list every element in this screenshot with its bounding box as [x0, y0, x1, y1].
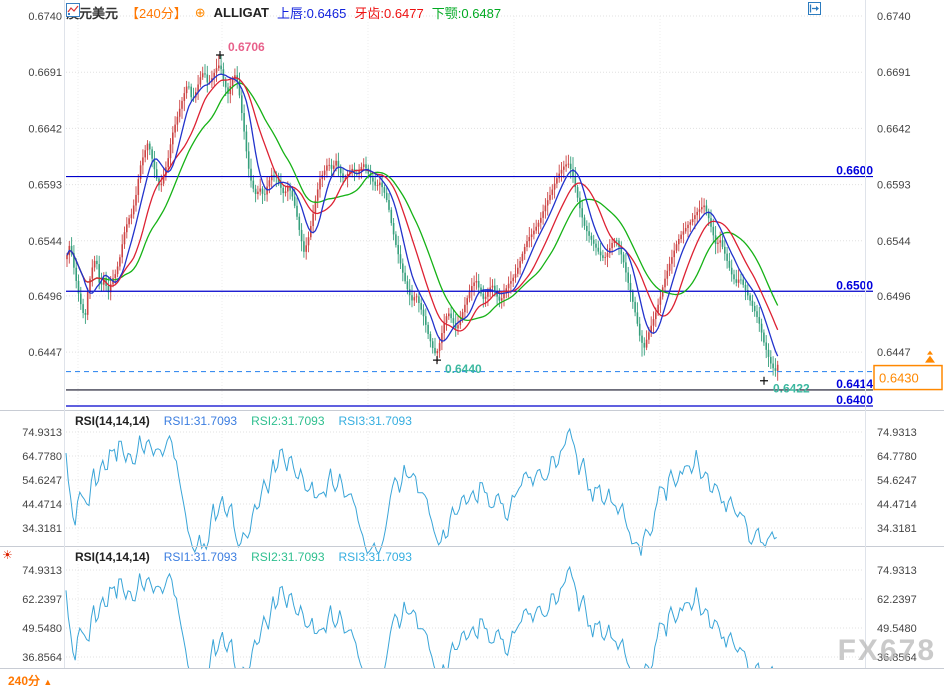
svg-text:44.4714: 44.4714 [877, 499, 917, 511]
rsi2-pane-value2: RSI2:31.7093 [251, 550, 325, 564]
price-lines: 0.6600 0.6500 0.6414 0.6400 [66, 164, 873, 407]
alligator-lips-value: 上唇:0.6465 [276, 6, 347, 21]
svg-text:0.6600: 0.6600 [836, 164, 873, 178]
svg-text:0.6414: 0.6414 [836, 377, 873, 391]
alligator-lines [66, 73, 779, 357]
rsi2-pane-value3: RSI3:31.7093 [338, 550, 412, 564]
svg-text:74.9313: 74.9313 [877, 565, 917, 577]
rsi2-title: RSI(14,14,14) [75, 550, 150, 564]
svg-text:0.6706: 0.6706 [228, 40, 265, 54]
toolbar [808, 2, 878, 15]
svg-text:62.2397: 62.2397 [877, 594, 917, 606]
svg-text:34.3181: 34.3181 [877, 523, 917, 535]
svg-text:0.6544: 0.6544 [877, 236, 911, 248]
svg-text:0.6544: 0.6544 [28, 236, 62, 248]
svg-text:0.6440: 0.6440 [445, 362, 482, 376]
current-price-marker: 0.6430 [66, 350, 943, 391]
svg-text:0.6642: 0.6642 [877, 123, 911, 135]
svg-text:49.5480: 49.5480 [22, 623, 62, 635]
svg-text:36.8564: 36.8564 [877, 652, 917, 664]
svg-text:0.6500: 0.6500 [836, 278, 873, 292]
svg-text:0.6642: 0.6642 [28, 123, 62, 135]
period-up-arrow-icon: ▲ [43, 677, 53, 686]
rsi1-pane-line [65, 427, 777, 556]
candlesticks [66, 54, 779, 381]
pane-borders [0, 0, 944, 668]
watermark: FX678 [837, 634, 936, 667]
svg-text:54.6247: 54.6247 [877, 475, 917, 487]
svg-text:64.7780: 64.7780 [877, 451, 917, 463]
price-annotations: 0.6706 0.6440 0.6422 [216, 40, 810, 396]
rsi2-value: RSI2:31.7093 [251, 414, 325, 428]
svg-text:0.6400: 0.6400 [836, 393, 873, 407]
alligator-teeth-line [66, 77, 779, 332]
period-selector[interactable]: 【240分】 [126, 6, 187, 21]
expand-circle-plus-icon[interactable]: ⊕ [194, 4, 206, 20]
rsi1-pane: 74.9313 74.9313 64.7780 64.7780 54.6247 54.62… [22, 427, 917, 556]
svg-text:0.6447: 0.6447 [877, 347, 911, 359]
svg-text:62.2397: 62.2397 [22, 594, 62, 606]
rsi2-pane-value1: RSI1:31.7093 [163, 550, 238, 564]
svg-text:0.6740: 0.6740 [28, 11, 62, 23]
svg-text:44.4714: 44.4714 [22, 499, 62, 511]
svg-text:74.9313: 74.9313 [22, 427, 62, 439]
svg-text:0.6422: 0.6422 [773, 382, 810, 396]
main-chart-header: 澳元美元 【240分】 ⊕ ALLIGAT 上唇:0.6465 牙齿:0.647… [66, 3, 501, 22]
svg-text:0.6691: 0.6691 [28, 67, 62, 79]
svg-text:74.9313: 74.9313 [877, 427, 917, 439]
bottom-bar: 240分 ▲ [0, 668, 944, 686]
rsi1-header: RSI(14,14,14) RSI1:31.7093 RSI2:31.7093 … [75, 414, 412, 428]
svg-text:36.8564: 36.8564 [22, 652, 62, 664]
rsi1-value: RSI1:31.7093 [163, 414, 238, 428]
rsi3-value: RSI3:31.7093 [338, 414, 412, 428]
alligator-lips-line [66, 73, 779, 357]
indicator-settings-icon[interactable]: ☀ [2, 548, 13, 562]
mini-chart-icon [66, 3, 80, 17]
svg-text:0.6593: 0.6593 [877, 180, 911, 192]
svg-text:0.6496: 0.6496 [877, 291, 911, 303]
svg-text:0.6593: 0.6593 [28, 180, 62, 192]
bottom-period-selector[interactable]: 240分 ▲ [8, 674, 53, 686]
svg-text:64.7780: 64.7780 [22, 451, 62, 463]
rsi2-header: RSI(14,14,14) RSI1:31.7093 RSI2:31.7093 … [75, 550, 412, 564]
axis-scale-icon[interactable] [808, 2, 840, 15]
alligator-teeth-value: 牙齿:0.6477 [354, 6, 424, 21]
rsi2-pane: 74.9313 74.9313 62.2397 62.2397 49.5480 49.54… [22, 565, 917, 686]
rsi1-title: RSI(14,14,14) [75, 414, 150, 428]
svg-text:34.3181: 34.3181 [22, 523, 62, 535]
svg-text:0.6496: 0.6496 [28, 291, 62, 303]
alligator-jaw-line [66, 82, 779, 322]
svg-text:0.6691: 0.6691 [877, 67, 911, 79]
axis-scale-active-icon[interactable] [808, 2, 859, 15]
svg-text:74.9313: 74.9313 [22, 565, 62, 577]
svg-text:49.5480: 49.5480 [877, 623, 917, 635]
indicator-label[interactable]: ALLIGAT [66, 3, 269, 20]
collapse-panel-icon[interactable] [808, 2, 878, 15]
svg-text:0.6447: 0.6447 [28, 347, 62, 359]
svg-text:54.6247: 54.6247 [22, 475, 62, 487]
svg-text:0.6430: 0.6430 [879, 371, 919, 386]
rsi2-pane-line [65, 565, 777, 686]
main-pane-grid: 0.6740 0.6740 0.6691 0.6691 0.6642 0.6642 0.65… [28, 11, 911, 666]
svg-text:0.6740: 0.6740 [877, 11, 911, 23]
alligator-jaw-value: 下颚:0.6487 [431, 6, 502, 21]
